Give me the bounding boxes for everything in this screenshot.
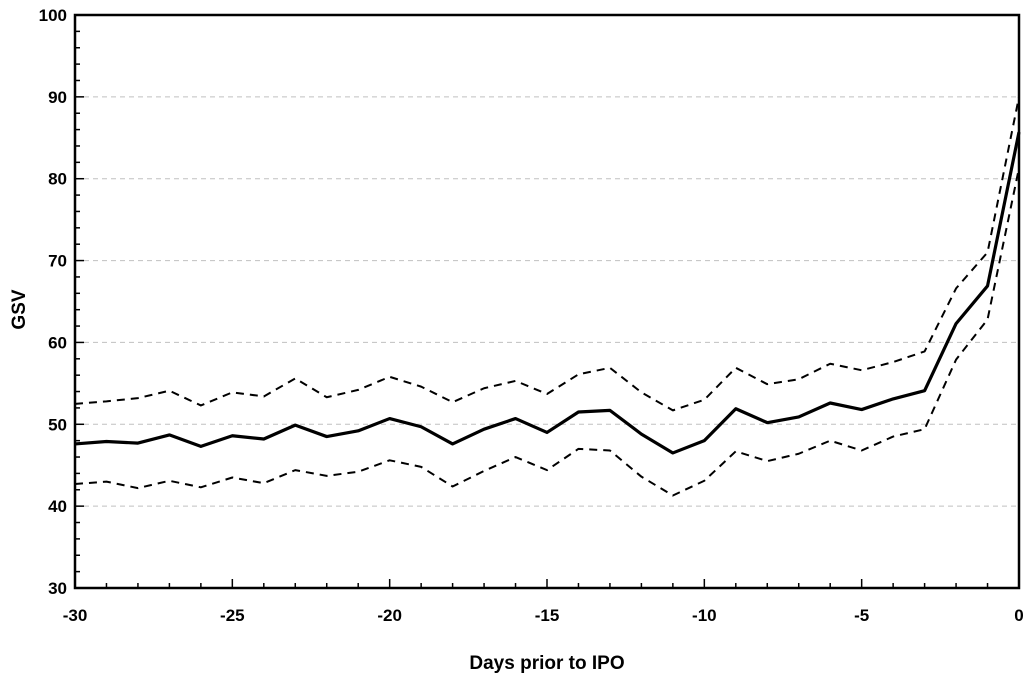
y-tick-label: 80: [48, 170, 67, 189]
x-tick-label: -5: [854, 606, 869, 625]
y-tick-label: 70: [48, 252, 67, 271]
mean-line: [74, 131, 1021, 455]
x-tick-label: 0: [1014, 606, 1023, 625]
y-tick-label: 90: [48, 88, 67, 107]
x-tick-label: -10: [692, 606, 717, 625]
tick-labels: -30 -25 -20 -15 -10 -5 0 30 40 50 60 70 80 90 100: [39, 6, 1024, 625]
axes: [73, 13, 1021, 590]
x-tick-label: -30: [63, 606, 88, 625]
y-tick-label: 40: [48, 497, 67, 516]
x-axis-title: Days prior to IPO: [469, 653, 624, 674]
y-tick-label: 100: [39, 6, 67, 25]
x-tick-label: -20: [377, 606, 402, 625]
y-tick-label: 60: [48, 333, 67, 352]
lower-bound-line: [74, 167, 1020, 497]
series-lines: [74, 96, 1021, 497]
upper-bound-line: [74, 96, 1020, 412]
x-tick-label: -15: [535, 606, 560, 625]
plot-frame: [73, 13, 1021, 590]
y-axis-title: GSV: [9, 289, 30, 329]
x-tick-label: -25: [220, 606, 245, 625]
y-tick-label: 30: [48, 579, 67, 598]
gridlines: [75, 96, 1019, 507]
y-tick-label: 50: [48, 415, 67, 434]
